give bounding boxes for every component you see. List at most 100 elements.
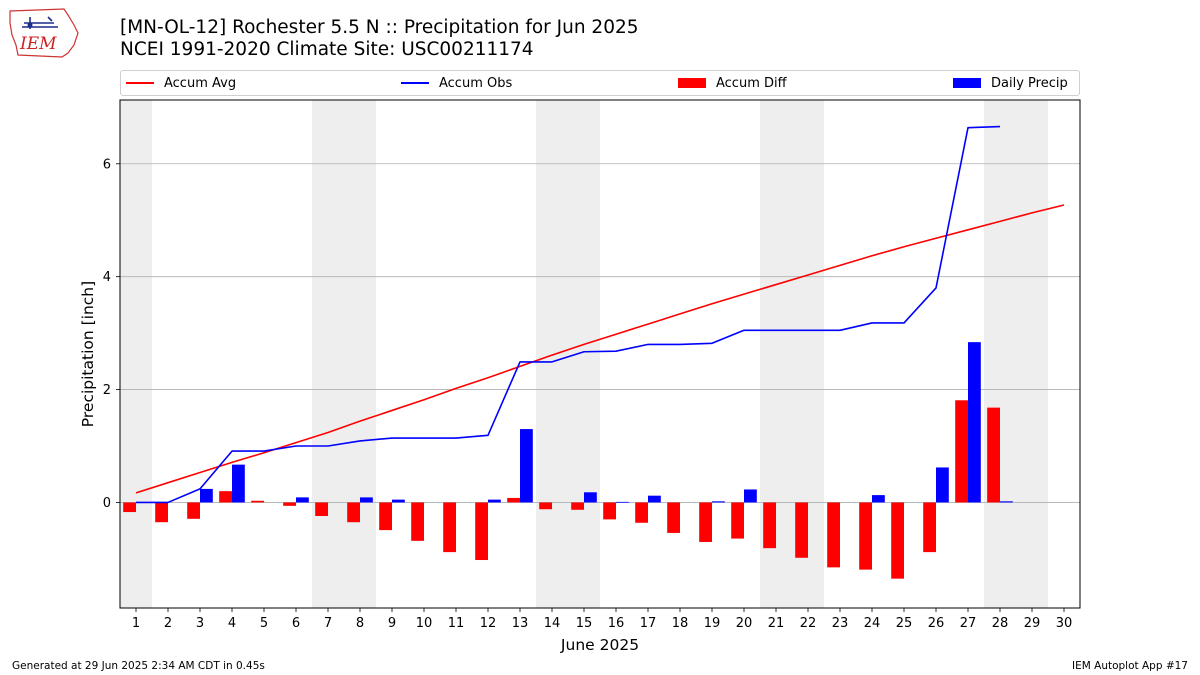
accum-diff-bar-day-24 xyxy=(859,502,872,570)
x-tick-label-25: 25 xyxy=(896,616,913,631)
daily-precip-bar-day-9 xyxy=(392,499,405,503)
x-tick-label-9: 9 xyxy=(388,616,396,631)
x-tick-label-23: 23 xyxy=(832,616,849,631)
legend-item-accum-diff: Accum Diff xyxy=(678,75,787,91)
x-tick-label-20: 20 xyxy=(736,616,753,631)
accum-avg-line xyxy=(135,204,1065,494)
weekend-shade-day-28 xyxy=(984,100,1016,608)
bar-series xyxy=(123,342,1013,579)
gauge-dot-icon xyxy=(27,22,33,28)
accum-diff-bar-day-8 xyxy=(347,502,360,523)
accum-diff-bar-day-5 xyxy=(251,500,264,503)
accum-diff-bar-day-1 xyxy=(123,502,136,513)
x-tick-label-5: 5 xyxy=(260,616,268,631)
x-tick-label-14: 14 xyxy=(544,616,561,631)
x-tick-label-1: 1 xyxy=(132,616,140,631)
weekend-shade-day-14 xyxy=(536,100,568,608)
accum-diff-bar-day-16 xyxy=(603,502,616,520)
daily-precip-bar-day-4 xyxy=(232,464,245,503)
legend-label-accum-diff: Accum Diff xyxy=(716,75,787,91)
accum-diff-bar-day-21 xyxy=(763,502,776,549)
y-tick-label-0: 0 xyxy=(103,496,111,511)
x-tick-label-22: 22 xyxy=(800,616,817,631)
accum-diff-bar-day-22 xyxy=(795,502,808,558)
legend-item-accum-obs: Accum Obs xyxy=(401,75,512,91)
accum-diff-bar-day-13 xyxy=(507,497,520,503)
weekend-shade-day-15 xyxy=(568,100,600,608)
axes: 1 2 3 4 5 6 7 8 9 10 11 12 13 14 15 16 17 18 19 20 21 22 23 24 2… xyxy=(103,157,1073,631)
accum-diff-bar-day-18 xyxy=(667,502,680,533)
legend-label-accum-avg: Accum Avg xyxy=(164,75,237,91)
accum-diff-bar-day-28 xyxy=(987,407,1000,503)
legend-swatch-accum-obs xyxy=(401,82,429,84)
legend-swatch-daily-precip xyxy=(953,78,981,88)
daily-precip-bar-day-17 xyxy=(648,495,661,503)
accum-diff-bar-day-15 xyxy=(571,502,584,510)
weekend-shade-day-29 xyxy=(1016,100,1048,608)
logo-text: IEM xyxy=(19,34,57,54)
x-tick-label-21: 21 xyxy=(768,616,785,631)
daily-precip-bar-day-24 xyxy=(872,495,885,503)
accum-diff-bar-day-20 xyxy=(731,502,744,539)
accum-diff-bar-day-25 xyxy=(891,502,904,579)
x-tick-label-28: 28 xyxy=(992,616,1009,631)
x-tick-label-4: 4 xyxy=(228,616,236,631)
accum-diff-bar-day-11 xyxy=(443,502,456,553)
y-tick-label-4: 4 xyxy=(103,270,111,285)
chart-subtitle: NCEI 1991-2020 Climate Site: USC00211174 xyxy=(120,39,534,60)
legend: Accum Avg Accum Obs Accum Diff Daily Pre… xyxy=(120,70,1080,96)
iem-logo: IEM xyxy=(9,8,79,58)
daily-precip-bar-day-3 xyxy=(200,488,213,503)
legend-label-accum-obs: Accum Obs xyxy=(439,75,513,91)
x-tick-label-10: 10 xyxy=(416,616,433,631)
x-tick-label-7: 7 xyxy=(324,616,332,631)
accum-diff-bar-day-26 xyxy=(923,502,936,553)
accum-diff-bar-day-23 xyxy=(827,502,840,568)
plot-frame xyxy=(119,99,1081,609)
x-tick-label-17: 17 xyxy=(640,616,657,631)
x-tick-label-12: 12 xyxy=(480,616,497,631)
daily-precip-bar-day-16 xyxy=(616,501,629,503)
accum-obs-line xyxy=(136,125,1001,504)
daily-precip-bar-day-8 xyxy=(360,497,373,503)
accum-diff-bar-day-12 xyxy=(475,502,488,561)
weekend-shade-day-7 xyxy=(312,100,344,608)
x-tick-label-29: 29 xyxy=(1024,616,1041,631)
daily-precip-bar-day-13 xyxy=(520,429,533,503)
y-tick-label-6: 6 xyxy=(103,157,111,172)
footer-app: IEM Autoplot App #17 xyxy=(1072,660,1188,672)
weekend-shade-day-1 xyxy=(120,100,152,608)
x-tick-label-15: 15 xyxy=(576,616,593,631)
weekend-shade-day-8 xyxy=(344,100,376,608)
accum-diff-bar-day-4 xyxy=(219,491,232,503)
legend-swatch-accum-avg xyxy=(126,82,154,84)
x-tick-label-27: 27 xyxy=(960,616,977,631)
legend-item-daily-precip: Daily Precip xyxy=(953,75,1068,91)
x-tick-label-18: 18 xyxy=(672,616,689,631)
chart-title: [MN-OL-12] Rochester 5.5 N :: Precipitat… xyxy=(120,17,639,38)
accum-diff-bar-day-17 xyxy=(635,502,648,523)
gridlines xyxy=(120,163,1080,503)
legend-item-accum-avg: Accum Avg xyxy=(126,75,236,91)
weekend-shading xyxy=(120,100,1048,608)
y-axis-label: Precipitation [inch] xyxy=(79,281,97,427)
x-tick-label-19: 19 xyxy=(704,616,721,631)
accum-diff-bar-day-19 xyxy=(699,502,712,542)
daily-precip-bar-day-27 xyxy=(968,342,981,503)
daily-precip-bar-day-28 xyxy=(1000,501,1013,503)
accum-diff-bar-day-10 xyxy=(411,502,424,541)
legend-label-daily-precip: Daily Precip xyxy=(991,75,1068,91)
accum-diff-bar-day-6 xyxy=(283,502,296,506)
x-axis-label: June 2025 xyxy=(560,636,639,654)
x-tick-label-2: 2 xyxy=(164,616,172,631)
accum-diff-bar-day-14 xyxy=(539,502,552,510)
x-tick-label-11: 11 xyxy=(448,616,465,631)
daily-precip-bar-day-15 xyxy=(584,492,597,503)
accum-diff-bar-day-9 xyxy=(379,502,392,531)
x-tick-label-13: 13 xyxy=(512,616,529,631)
daily-precip-bar-day-26 xyxy=(936,467,949,503)
x-tick-label-16: 16 xyxy=(608,616,625,631)
x-tick-label-6: 6 xyxy=(292,616,300,631)
accum-diff-bar-day-27 xyxy=(955,400,968,503)
